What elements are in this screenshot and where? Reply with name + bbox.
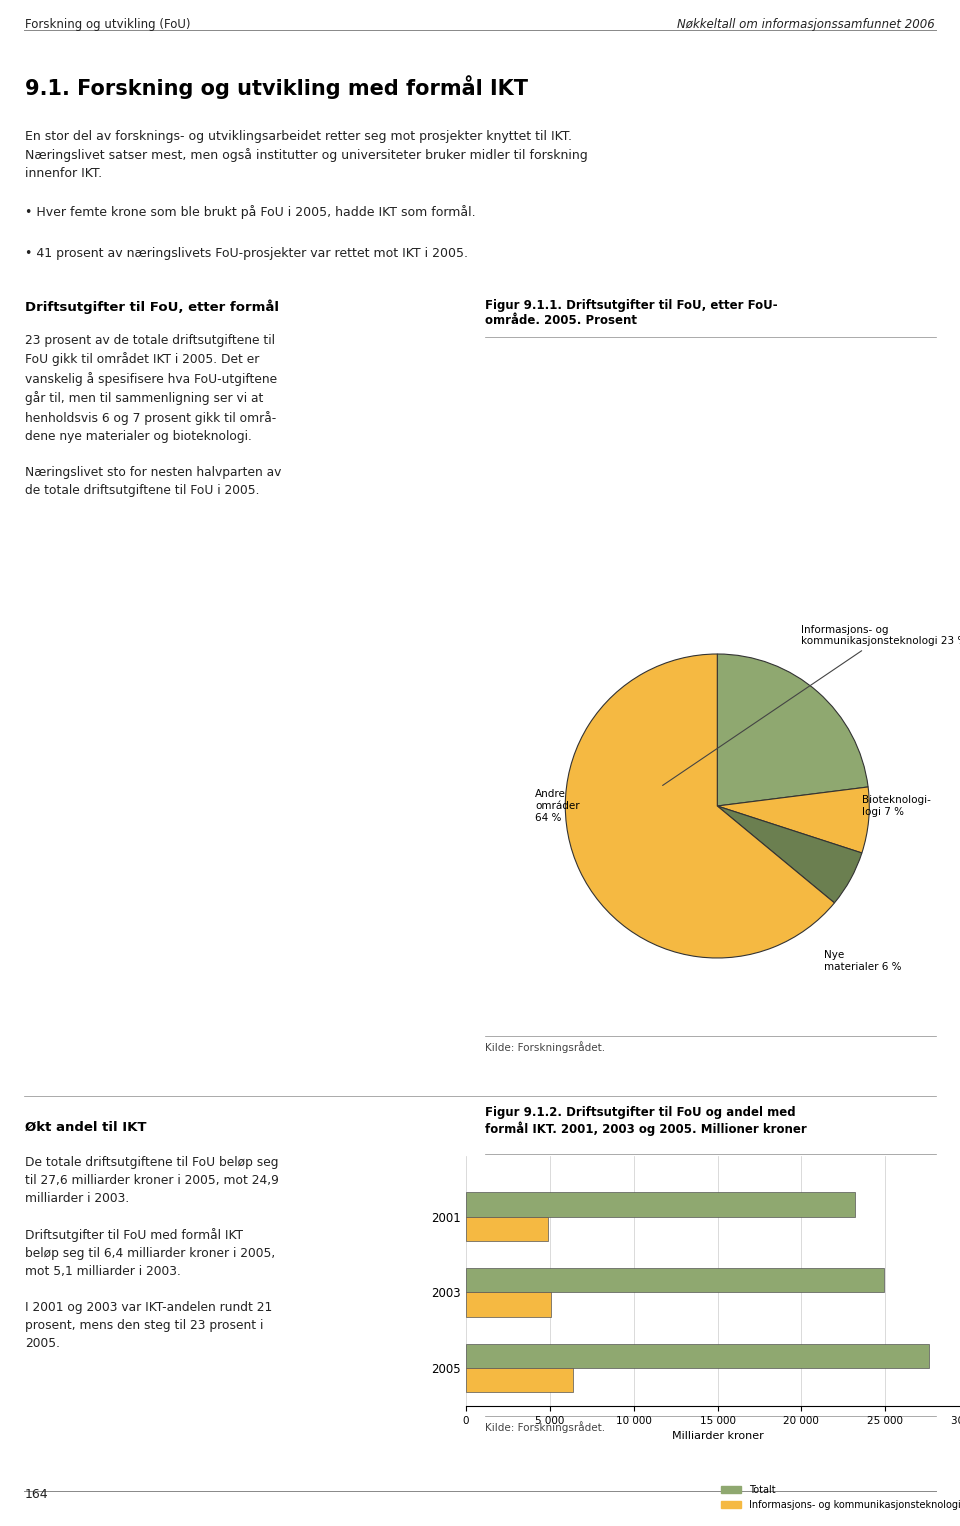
Text: 9.1. Forskning og utvikling med formål IKT: 9.1. Forskning og utvikling med formål I… xyxy=(25,75,528,99)
Text: Kilde: Forskningsrådet.: Kilde: Forskningsrådet. xyxy=(485,1041,605,1053)
Bar xyxy=(466,1293,551,1317)
Wedge shape xyxy=(717,787,870,853)
Text: Andre
omráder
64 %: Andre omráder 64 % xyxy=(535,789,580,823)
Bar xyxy=(466,1192,855,1216)
Text: Bioteknologi-
logi 7 %: Bioteknologi- logi 7 % xyxy=(862,795,930,816)
Wedge shape xyxy=(717,806,862,903)
Text: Informasjons- og
kommunikasjonsteknologi 23 %: Informasjons- og kommunikasjonsteknologi… xyxy=(662,624,960,786)
Text: Figur 9.1.1. Driftsutgifter til FoU, etter FoU-
område. 2005. Prosent: Figur 9.1.1. Driftsutgifter til FoU, ett… xyxy=(485,299,778,327)
Text: • Hver femte krone som ble brukt på FoU i 2005, hadde IKT som formål.: • Hver femte krone som ble brukt på FoU … xyxy=(25,204,475,218)
Legend: Totalt, Informasjons- og kommunikasjonsteknologi: Totalt, Informasjons- og kommunikasjonst… xyxy=(717,1482,960,1514)
Text: 164: 164 xyxy=(25,1488,49,1502)
Text: Økt andel til IKT: Økt andel til IKT xyxy=(25,1122,147,1134)
Text: 23 prosent av de totale driftsutgiftene til
FoU gikk til området IKT i 2005. Det: 23 prosent av de totale driftsutgiftene … xyxy=(25,334,281,497)
X-axis label: Milliarder kroner: Milliarder kroner xyxy=(672,1431,763,1441)
Text: Figur 9.1.2. Driftsutgifter til FoU og andel med
formål IKT. 2001, 2003 og 2005.: Figur 9.1.2. Driftsutgifter til FoU og a… xyxy=(485,1106,806,1135)
Text: En stor del av forsknings- og utviklingsarbeidet retter seg mot prosjekter knytt: En stor del av forsknings- og utviklings… xyxy=(25,130,588,180)
Text: Forskning og utvikling (FoU): Forskning og utvikling (FoU) xyxy=(25,18,190,31)
Bar xyxy=(466,1268,883,1293)
Wedge shape xyxy=(717,655,868,806)
Text: • 41 prosent av næringslivets FoU-prosjekter var rettet mot IKT i 2005.: • 41 prosent av næringslivets FoU-prosje… xyxy=(25,247,468,259)
Text: Kilde: Forskningsrådet.: Kilde: Forskningsrådet. xyxy=(485,1421,605,1433)
Wedge shape xyxy=(565,655,834,958)
Text: Driftsutgifter til FoU, etter formål: Driftsutgifter til FoU, etter formål xyxy=(25,299,279,313)
Text: Nye
materialer 6 %: Nye materialer 6 % xyxy=(824,951,901,972)
Bar xyxy=(466,1216,548,1241)
Text: De totale driftsutgiftene til FoU beløp seg
til 27,6 milliarder kroner i 2005, m: De totale driftsutgiftene til FoU beløp … xyxy=(25,1157,278,1351)
Bar xyxy=(466,1369,573,1392)
Text: Nøkkeltall om informasjonssamfunnet 2006: Nøkkeltall om informasjonssamfunnet 2006 xyxy=(677,18,935,31)
Bar xyxy=(466,1344,929,1369)
